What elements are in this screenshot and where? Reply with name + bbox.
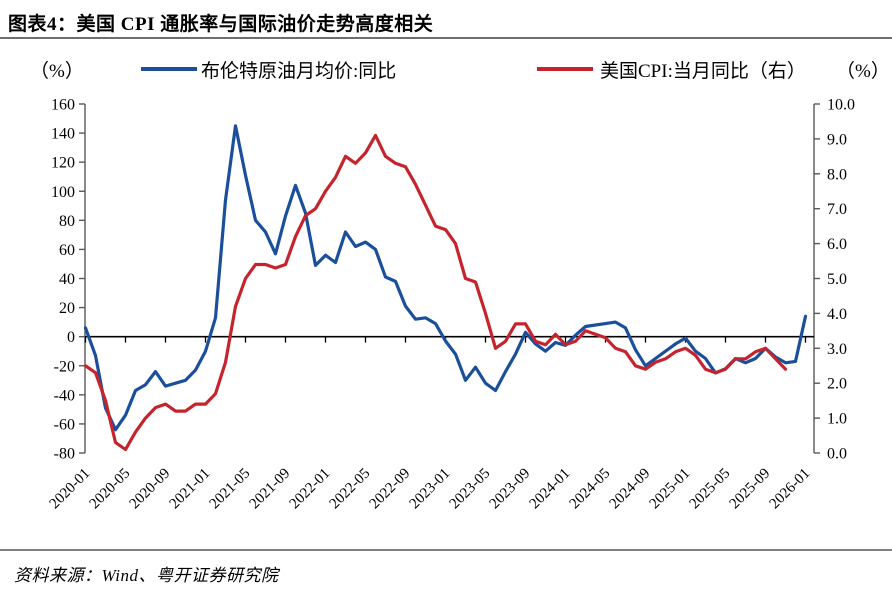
left-axis-tick-label: 60 bbox=[59, 242, 75, 259]
x-axis-tick-label: 2022-01 bbox=[287, 466, 334, 513]
x-axis-tick-label: 2020-01 bbox=[47, 466, 94, 513]
left-axis-tick-label: -40 bbox=[54, 387, 75, 404]
legend-label-brent: 布伦特原油月均价:同比 bbox=[201, 61, 397, 82]
x-axis-tick-label: 2025-01 bbox=[647, 466, 694, 513]
left-axis-tick-label: -60 bbox=[54, 416, 75, 433]
right-axis-tick-label: 7.0 bbox=[827, 201, 847, 218]
left-axis-tick-label: 140 bbox=[51, 126, 75, 143]
right-axis-unit-label: （%） bbox=[836, 61, 890, 82]
x-axis-tick-label: 2023-09 bbox=[487, 466, 534, 513]
x-axis-tick-label: 2023-01 bbox=[407, 466, 454, 513]
series-line-brent bbox=[83, 124, 808, 432]
right-axis-tick-label: 8.0 bbox=[827, 166, 847, 183]
left-axis-tick-label: 160 bbox=[51, 97, 75, 114]
left-axis-unit-label: （%） bbox=[30, 61, 84, 82]
right-axis-tick-label: 1.0 bbox=[827, 411, 847, 428]
right-axis-tick-label: 10.0 bbox=[827, 97, 855, 114]
x-axis-tick-label: 2021-09 bbox=[247, 466, 294, 513]
x-axis-tick-label: 2022-05 bbox=[327, 466, 374, 513]
x-axis-tick-label: 2024-09 bbox=[607, 466, 654, 513]
x-axis-tick-label: 2026-01 bbox=[767, 466, 814, 513]
legend: （%） 布伦特原油月均价:同比 美国CPI:当月同比（右） （%） bbox=[0, 56, 892, 82]
x-axis-tick-label: 2023-05 bbox=[447, 466, 494, 513]
left-axis-tick-label: -80 bbox=[54, 446, 75, 463]
right-axis-tick-label: 6.0 bbox=[827, 236, 847, 253]
chart-canvas: 160 140 120 100 80 60 40 20 0 -20 -40 -60 -80 10.0 9.0… bbox=[47, 97, 855, 513]
x-axis-tick-label: 2024-01 bbox=[527, 466, 574, 513]
right-axis-tick-label: 3.0 bbox=[827, 341, 847, 358]
right-axis-tick-label: 5.0 bbox=[827, 271, 847, 288]
chart-title: 图表4：美国 CPI 通胀率与国际油价走势高度相关 bbox=[8, 14, 434, 35]
source-text: 资料来源：Wind、粤开证券研究院 bbox=[14, 566, 279, 585]
left-axis-tick-label: -20 bbox=[54, 358, 75, 375]
title-divider bbox=[0, 37, 892, 39]
left-axis-tick-label: 120 bbox=[51, 155, 75, 172]
series-line-cpi bbox=[83, 133, 788, 452]
right-axis-tick-label: 4.0 bbox=[827, 306, 847, 323]
source-divider bbox=[0, 549, 892, 551]
x-axis-tick-label: 2021-01 bbox=[167, 466, 214, 513]
x-axis-tick-label: 2020-09 bbox=[127, 466, 174, 513]
left-axis-tick-label: 40 bbox=[59, 271, 75, 288]
left-axis-tick-label: 0 bbox=[67, 329, 75, 346]
right-axis-tick-label: 2.0 bbox=[827, 376, 847, 393]
x-axis-tick-label: 2024-05 bbox=[567, 466, 614, 513]
legend-label-cpi: 美国CPI:当月同比（右） bbox=[600, 61, 806, 82]
left-axis-tick-label: 100 bbox=[51, 184, 75, 201]
x-axis-tick-label: 2020-05 bbox=[87, 466, 134, 513]
brent-line-swatch bbox=[141, 67, 197, 71]
right-axis-tick-label: 9.0 bbox=[827, 131, 847, 148]
x-axis-tick-label: 2025-05 bbox=[687, 466, 734, 513]
left-axis-tick-label: 80 bbox=[59, 213, 75, 230]
cpi-line-swatch bbox=[537, 67, 593, 71]
left-axis-tick-label: 20 bbox=[59, 300, 75, 317]
x-axis-tick-label: 2022-09 bbox=[367, 466, 414, 513]
x-axis-tick-label: 2021-05 bbox=[207, 466, 254, 513]
right-axis-tick-label: 0.0 bbox=[827, 446, 847, 463]
x-axis-tick-label: 2025-09 bbox=[727, 466, 774, 513]
axes: 160 140 120 100 80 60 40 20 0 -20 -40 -60 -80 10.0 9.0… bbox=[47, 97, 855, 513]
